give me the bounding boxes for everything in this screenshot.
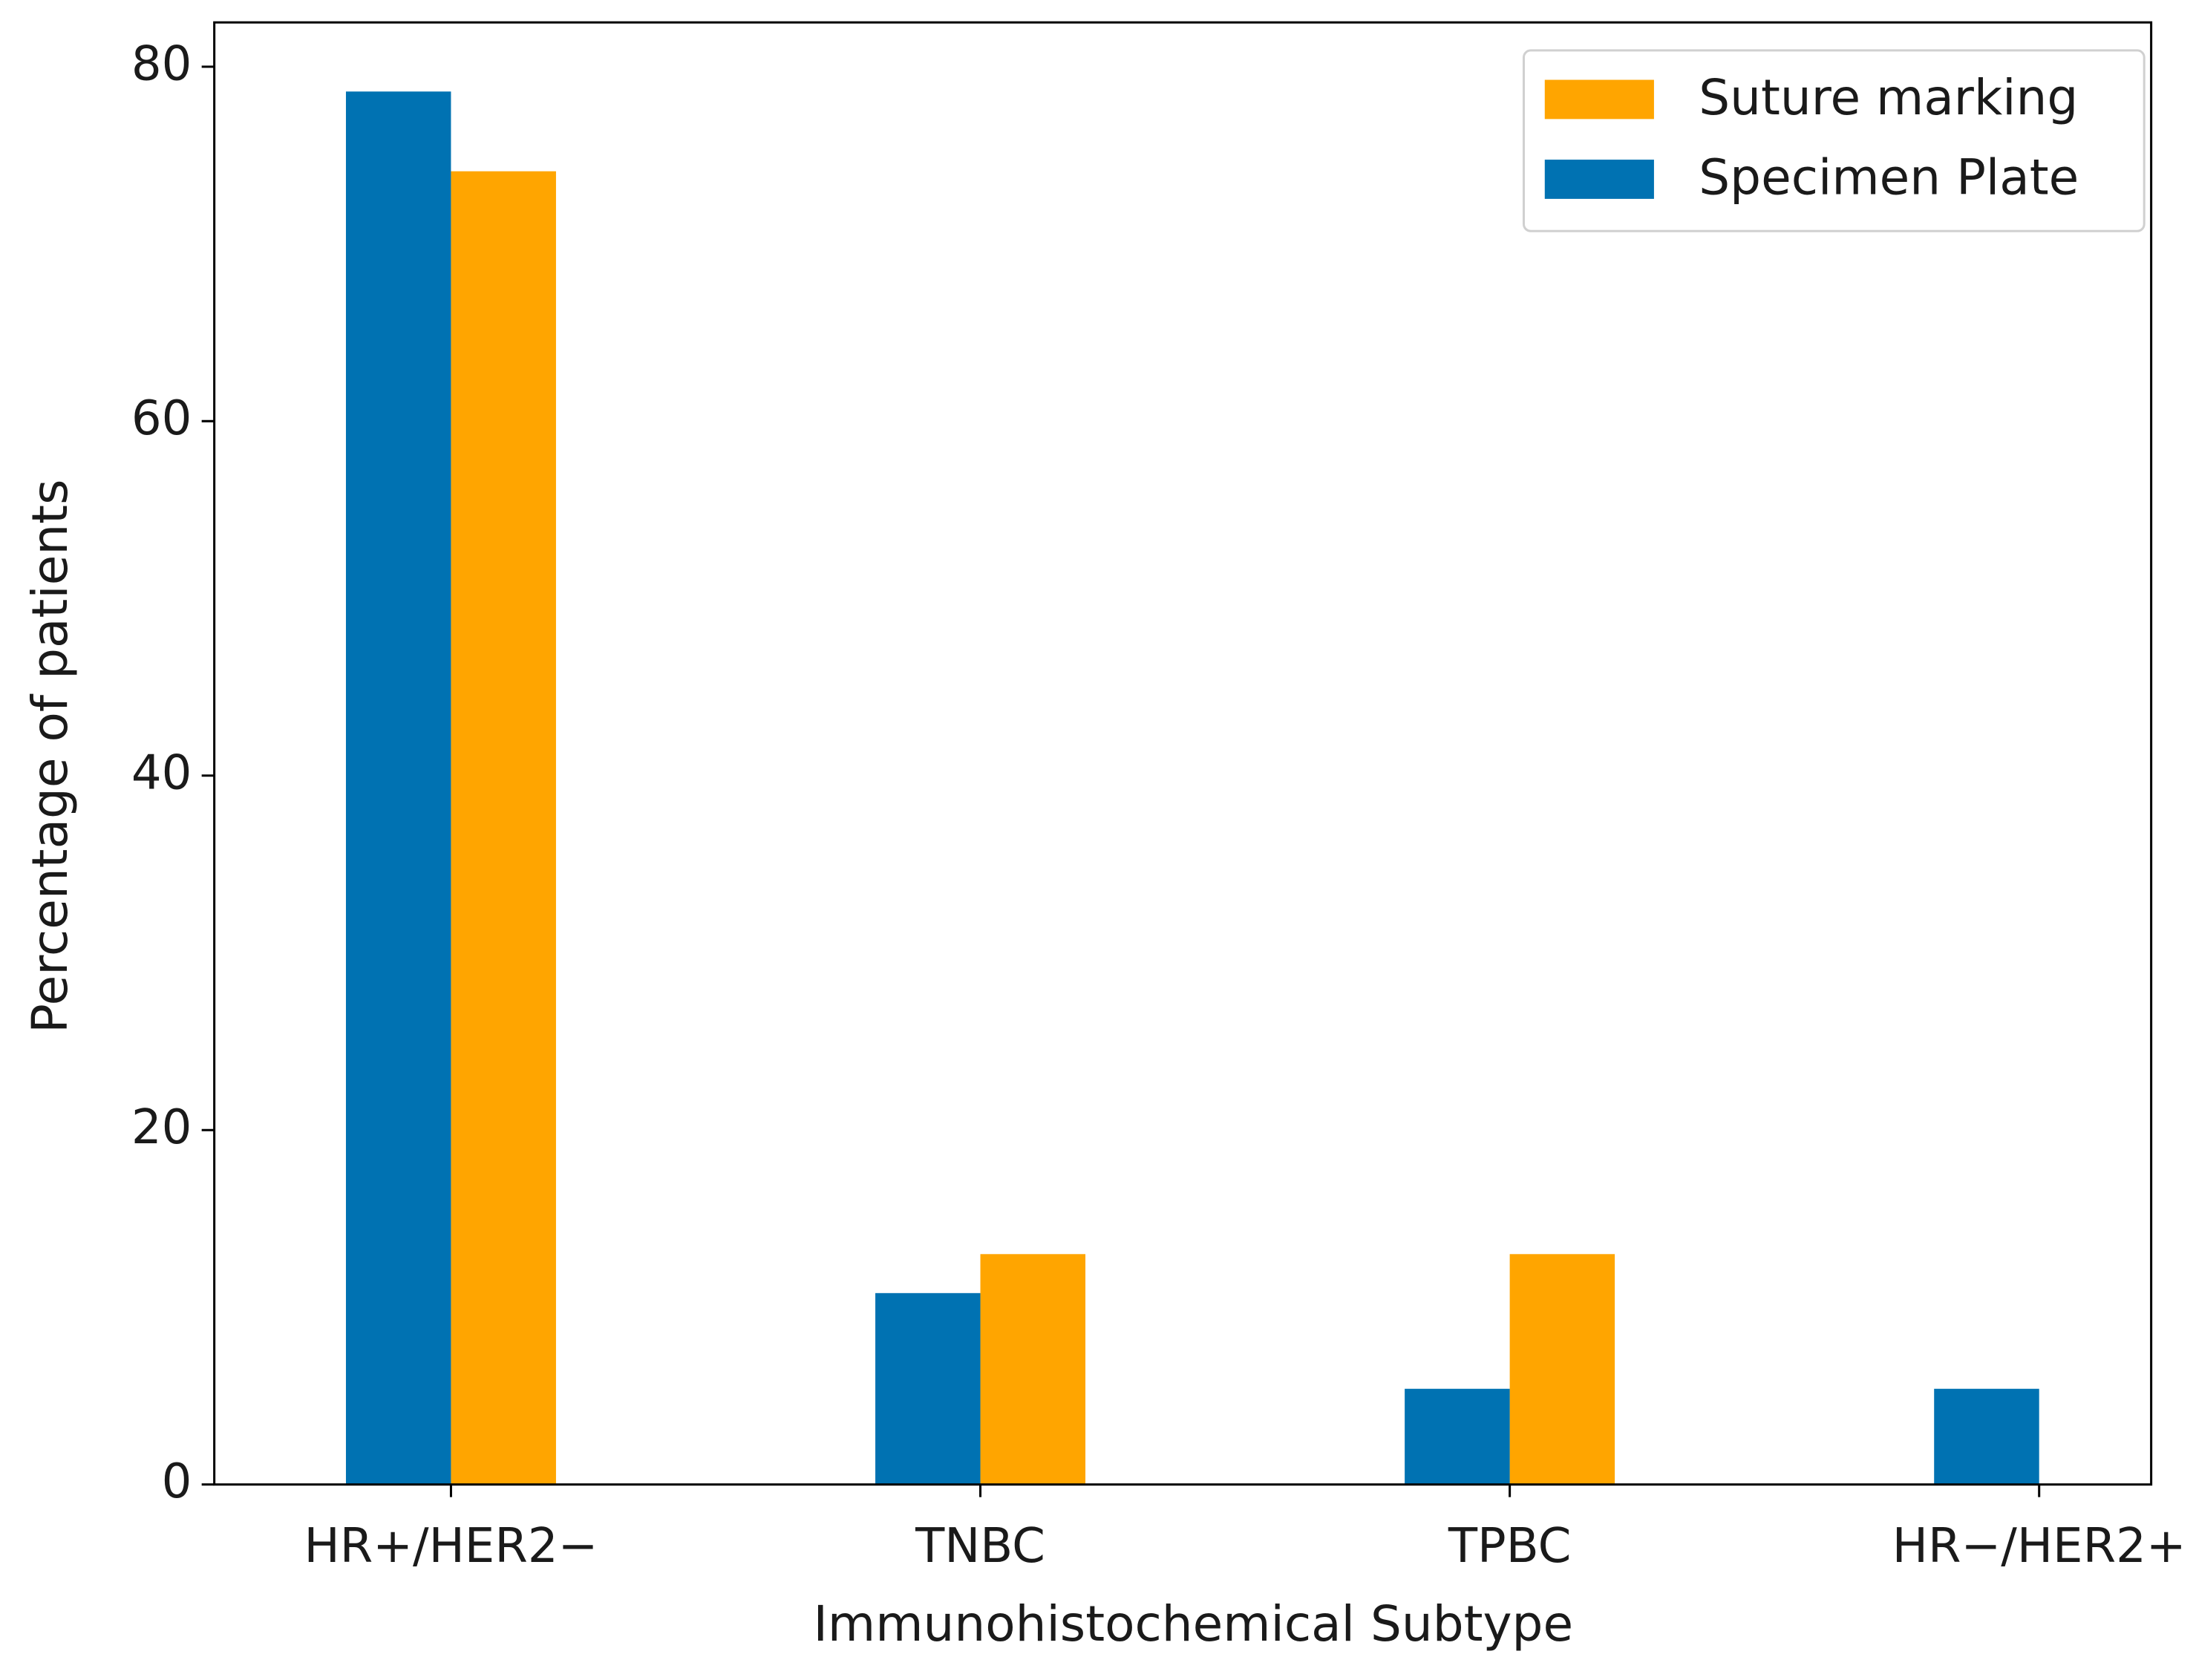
x-tick-label: HR−/HER2+ [1892, 1518, 2186, 1574]
bar [1405, 1388, 1510, 1485]
y-tick-label: 60 [131, 390, 192, 446]
legend-label: Specimen Plate [1699, 148, 2079, 206]
bar [1934, 1388, 2039, 1485]
bar [980, 1254, 1086, 1485]
x-tick-label: TNBC [915, 1518, 1045, 1574]
plot-frame [213, 21, 2153, 1486]
legend-swatch [1544, 160, 1654, 199]
legend-label: Suture marking [1699, 69, 2078, 126]
x-tick-label: HR+/HER2− [304, 1518, 598, 1574]
y-axis-label: Percentage of patients [22, 480, 79, 1033]
legend-box [1522, 49, 2146, 232]
legend-swatch [1544, 79, 1654, 120]
y-tick-label: 40 [131, 745, 192, 800]
bar [451, 171, 556, 1485]
y-tick-label: 20 [131, 1099, 192, 1155]
x-axis-label: Immunohistochemical Subtype [813, 1595, 1573, 1653]
x-tick-label: TPBC [1448, 1518, 1571, 1574]
y-tick-label: 0 [162, 1454, 192, 1509]
y-tick-label: 80 [131, 36, 192, 91]
bar [1509, 1254, 1615, 1485]
bar [875, 1292, 981, 1485]
bar [345, 91, 451, 1485]
